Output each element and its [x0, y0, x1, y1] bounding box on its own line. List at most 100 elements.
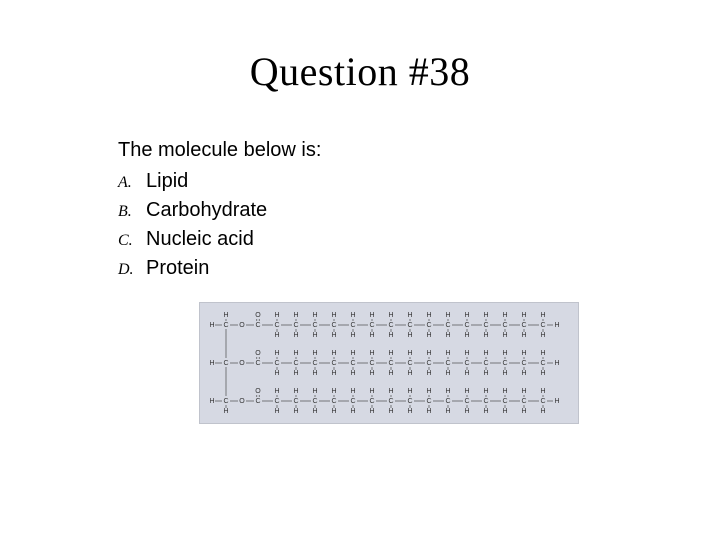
- svg-text:C: C: [445, 322, 450, 329]
- svg-text:C: C: [521, 398, 526, 405]
- svg-text:C: C: [331, 398, 336, 405]
- svg-text:O: O: [255, 350, 261, 357]
- option-text: Protein: [146, 257, 209, 280]
- svg-text:H: H: [445, 408, 450, 415]
- svg-text:C: C: [331, 322, 336, 329]
- svg-text:H: H: [483, 408, 488, 415]
- svg-text:H: H: [483, 388, 488, 395]
- option-letter: D.: [118, 261, 146, 279]
- svg-text:H: H: [312, 388, 317, 395]
- svg-text:C: C: [388, 360, 393, 367]
- svg-text:C: C: [426, 360, 431, 367]
- svg-text:H: H: [464, 370, 469, 377]
- question-prompt: The molecule below is:: [118, 139, 660, 162]
- svg-text:C: C: [350, 360, 355, 367]
- svg-text:C: C: [483, 360, 488, 367]
- svg-text:C: C: [464, 360, 469, 367]
- svg-text:O: O: [255, 312, 261, 319]
- svg-text:H: H: [426, 388, 431, 395]
- svg-text:H: H: [502, 388, 507, 395]
- svg-text:C: C: [350, 398, 355, 405]
- svg-text:H: H: [502, 332, 507, 339]
- svg-text:H: H: [540, 332, 545, 339]
- svg-text:C: C: [255, 322, 260, 329]
- svg-text:H: H: [331, 388, 336, 395]
- svg-text:H: H: [521, 332, 526, 339]
- svg-text:H: H: [293, 350, 298, 357]
- svg-text:H: H: [445, 388, 450, 395]
- svg-text:C: C: [223, 398, 228, 405]
- svg-text:H: H: [426, 370, 431, 377]
- svg-text:H: H: [554, 322, 559, 329]
- svg-text:C: C: [540, 398, 545, 405]
- svg-text:H: H: [369, 408, 374, 415]
- svg-text:H: H: [426, 408, 431, 415]
- slide-title: Question #38: [0, 48, 720, 95]
- svg-text:H: H: [464, 388, 469, 395]
- svg-text:H: H: [274, 388, 279, 395]
- svg-text:H: H: [483, 312, 488, 319]
- option-letter: A.: [118, 174, 146, 192]
- svg-text:C: C: [521, 322, 526, 329]
- svg-text:H: H: [502, 312, 507, 319]
- svg-text:H: H: [426, 332, 431, 339]
- svg-text:H: H: [274, 312, 279, 319]
- svg-text:C: C: [502, 322, 507, 329]
- option-d: D. Protein: [118, 257, 660, 280]
- svg-text:C: C: [407, 322, 412, 329]
- svg-text:H: H: [445, 332, 450, 339]
- svg-text:C: C: [521, 360, 526, 367]
- svg-text:H: H: [464, 312, 469, 319]
- svg-text:H: H: [521, 350, 526, 357]
- svg-text:H: H: [540, 408, 545, 415]
- option-text: Carbohydrate: [146, 199, 267, 222]
- svg-text:H: H: [293, 388, 298, 395]
- svg-text:C: C: [369, 398, 374, 405]
- slide-body: The molecule below is: A. Lipid B. Carbo…: [118, 139, 660, 424]
- option-c: C. Nucleic acid: [118, 228, 660, 251]
- svg-text:H: H: [521, 408, 526, 415]
- svg-text:H: H: [554, 398, 559, 405]
- svg-text:H: H: [540, 370, 545, 377]
- svg-text:C: C: [445, 398, 450, 405]
- svg-text:H: H: [350, 332, 355, 339]
- svg-text:H: H: [426, 350, 431, 357]
- svg-text:H: H: [464, 350, 469, 357]
- svg-text:H: H: [331, 332, 336, 339]
- svg-text:H: H: [350, 388, 355, 395]
- svg-text:H: H: [540, 350, 545, 357]
- svg-text:C: C: [445, 360, 450, 367]
- option-a: A. Lipid: [118, 170, 660, 193]
- svg-text:C: C: [369, 322, 374, 329]
- svg-text:H: H: [312, 408, 317, 415]
- svg-text:H: H: [521, 370, 526, 377]
- option-b: B. Carbohydrate: [118, 199, 660, 222]
- answer-options: A. Lipid B. Carbohydrate C. Nucleic acid…: [118, 170, 660, 280]
- svg-text:H: H: [464, 332, 469, 339]
- svg-text:H: H: [331, 408, 336, 415]
- svg-text:H: H: [426, 312, 431, 319]
- svg-text:O: O: [239, 398, 245, 405]
- svg-text:H: H: [483, 332, 488, 339]
- svg-text:H: H: [209, 398, 214, 405]
- svg-text:H: H: [369, 388, 374, 395]
- svg-text:H: H: [331, 370, 336, 377]
- svg-text:C: C: [331, 360, 336, 367]
- svg-text:H: H: [445, 350, 450, 357]
- svg-text:C: C: [312, 322, 317, 329]
- svg-text:C: C: [369, 360, 374, 367]
- svg-text:H: H: [521, 388, 526, 395]
- svg-text:H: H: [369, 312, 374, 319]
- slide: Question #38 The molecule below is: A. L…: [0, 0, 720, 540]
- svg-text:H: H: [388, 350, 393, 357]
- svg-text:H: H: [350, 408, 355, 415]
- svg-text:H: H: [445, 370, 450, 377]
- svg-text:H: H: [331, 350, 336, 357]
- svg-text:C: C: [255, 398, 260, 405]
- svg-text:H: H: [483, 370, 488, 377]
- option-text: Nucleic acid: [146, 228, 254, 251]
- svg-text:H: H: [293, 332, 298, 339]
- svg-text:H: H: [407, 388, 412, 395]
- svg-text:C: C: [483, 322, 488, 329]
- svg-text:C: C: [426, 398, 431, 405]
